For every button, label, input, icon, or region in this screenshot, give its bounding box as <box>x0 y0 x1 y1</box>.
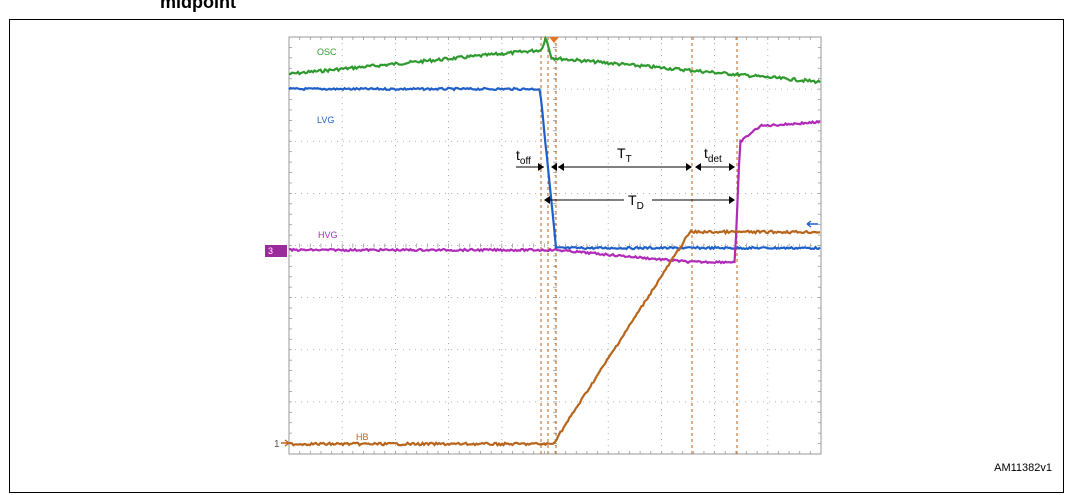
scope-traces <box>288 35 821 447</box>
tdet-arrowhead-right-icon <box>729 163 735 171</box>
lvg-label: LVG <box>317 115 334 125</box>
reference-arrow-icon <box>806 220 818 228</box>
toff-arrowhead-right-icon <box>538 163 544 171</box>
hvg-trace <box>288 119 821 265</box>
hvg-label: HVG <box>318 230 338 240</box>
tt-arrowhead-right-icon <box>686 163 692 171</box>
timing-annotations: toff TT tdet TD <box>516 145 735 212</box>
trigger-marker-icon <box>549 37 559 43</box>
channel-3-number: 3 <box>268 246 273 256</box>
hb-label: HB <box>356 432 369 442</box>
tt-arrowhead-left-icon <box>558 163 564 171</box>
channel-markers: 3 1 <box>265 37 818 450</box>
trace-labels: OSC LVG HVG HB <box>317 47 369 442</box>
osc-trace <box>289 35 821 85</box>
tdet-label: tdet <box>704 145 722 165</box>
figure-frame <box>9 19 1064 493</box>
figure-reference: AM11382v1 <box>994 462 1052 474</box>
osc-label: OSC <box>317 47 337 57</box>
hb-trace <box>288 228 821 447</box>
channel-1-arrow-icon <box>281 439 292 447</box>
channel-3-badge <box>265 245 287 257</box>
toff-label: toff <box>516 147 531 167</box>
toff-arrowhead-left-icon <box>551 163 557 171</box>
td-label: TD <box>628 192 644 212</box>
td-arrowhead-right-icon <box>729 196 735 204</box>
timing-markers <box>540 37 738 454</box>
lvg-trace <box>288 86 821 251</box>
tdet-arrowhead-left-icon <box>695 163 701 171</box>
tt-label: TT <box>617 145 632 165</box>
td-arrowhead-left-icon <box>544 196 550 204</box>
channel-1-number: 1 <box>274 439 280 450</box>
figure-caption: midpoint <box>160 0 236 12</box>
